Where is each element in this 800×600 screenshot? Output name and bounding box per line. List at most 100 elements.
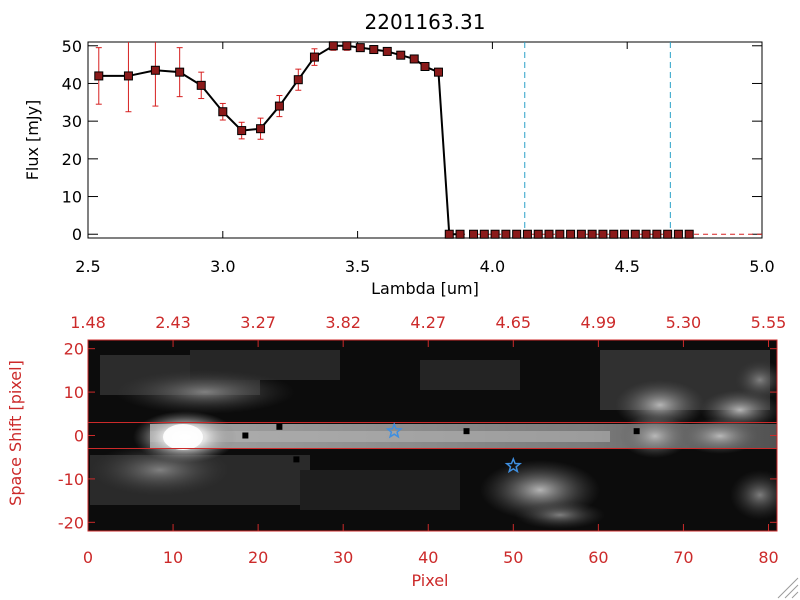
data-point — [196, 80, 206, 90]
wavelength-tick-label: 3.27 — [240, 313, 276, 332]
image-glow — [680, 418, 760, 454]
data-point — [150, 65, 160, 75]
space-shift-tick-label: 20 — [64, 340, 84, 359]
data-point — [663, 229, 673, 239]
y-tick-label: 0 — [72, 225, 82, 244]
dark-pixel-marker — [293, 456, 300, 463]
flux-series — [94, 41, 694, 239]
x-axis-label-lambda: Lambda [um] — [371, 279, 479, 298]
data-point — [455, 229, 465, 239]
data-point — [673, 229, 683, 239]
data-point — [620, 229, 630, 239]
data-point — [522, 229, 532, 239]
top-y-ticks: 0 10 20 30 40 50 — [62, 37, 762, 244]
star-marker-icon — [504, 456, 523, 474]
pixel-tick-label: 50 — [503, 548, 523, 567]
data-point — [598, 229, 608, 239]
data-point — [342, 41, 352, 51]
data-point — [544, 229, 554, 239]
wavelength-tick-label: 4.27 — [410, 313, 446, 332]
pixel-tick-label: 20 — [248, 548, 268, 567]
data-point — [175, 67, 185, 77]
resize-grip-icon[interactable] — [777, 577, 799, 599]
pixel-tick-label: 30 — [333, 548, 353, 567]
data-point — [555, 229, 565, 239]
data-point — [409, 54, 419, 64]
x-tick-label: 2.5 — [75, 257, 100, 276]
data-point — [218, 107, 228, 117]
x-tick-label: 5.0 — [749, 257, 774, 276]
image-glow — [115, 370, 295, 414]
data-point — [293, 75, 303, 85]
y-tick-label: 20 — [62, 150, 82, 169]
spectral-trail-core — [150, 431, 610, 442]
image-glow — [730, 470, 777, 520]
x-tick-label: 3.5 — [345, 257, 370, 276]
image-noise-patch — [300, 470, 460, 510]
pixel-tick-label: 40 — [418, 548, 438, 567]
data-point — [684, 229, 694, 239]
data-point — [630, 229, 640, 239]
data-point — [512, 229, 522, 239]
wavelength-tick-label: 4.65 — [495, 313, 531, 332]
wavelength-tick-label: 3.82 — [325, 313, 361, 332]
wavelength-tick-label: 5.55 — [751, 313, 787, 332]
y-tick-label: 10 — [62, 188, 82, 207]
y-tick-label: 50 — [62, 37, 82, 56]
data-point — [237, 126, 247, 136]
data-point — [566, 229, 576, 239]
pixel-tick-label: 70 — [673, 548, 693, 567]
data-point — [587, 229, 597, 239]
data-point — [576, 229, 586, 239]
data-point — [309, 52, 319, 62]
pixel-tick-label: 10 — [163, 548, 183, 567]
wavelength-tick-label: 5.30 — [666, 313, 702, 332]
data-point — [433, 67, 443, 77]
space-shift-tick-label: 0 — [74, 427, 84, 446]
dark-pixel-marker — [276, 423, 283, 430]
image-overlays — [88, 421, 777, 474]
data-point — [420, 62, 430, 71]
data-point — [256, 124, 266, 134]
data-point — [94, 71, 104, 81]
wavelength-tick-label: 1.48 — [70, 313, 106, 332]
image-glow — [515, 501, 605, 529]
data-point — [641, 229, 651, 239]
pixel-tick-label: 60 — [588, 548, 608, 567]
data-point — [609, 229, 619, 239]
wavelength-guides — [460, 42, 762, 238]
data-point — [396, 50, 406, 60]
x-tick-label: 4.0 — [480, 257, 505, 276]
wavelength-tick-label: 2.43 — [155, 313, 191, 332]
dark-pixel-marker — [242, 432, 249, 439]
data-point — [469, 229, 479, 239]
y-tick-label: 40 — [62, 74, 82, 93]
data-point — [274, 101, 284, 111]
data-point — [355, 43, 365, 53]
image-glow — [620, 414, 690, 458]
image-noise-patch — [420, 360, 520, 390]
data-point — [369, 45, 379, 55]
top-x-ticks: 2.5 3.0 3.5 4.0 4.5 5.0 — [75, 42, 775, 276]
data-point — [501, 229, 511, 239]
data-point — [533, 229, 543, 239]
data-point — [382, 46, 392, 56]
dark-pixel-marker — [463, 428, 470, 435]
image-glow — [735, 360, 777, 400]
spectral-image — [88, 340, 777, 531]
space-shift-tick-label: 10 — [64, 383, 84, 402]
y-axis-label-space-shift: Space Shift [pixel] — [6, 360, 25, 506]
data-point — [652, 229, 662, 239]
y-axis-label-flux: Flux [mJy] — [23, 100, 42, 181]
top-plot-frame — [87, 41, 763, 239]
flux-line — [98, 44, 461, 236]
pixel-tick-label: 0 — [83, 548, 93, 567]
space-shift-ticks: 20 10 0 -10 -20 — [58, 340, 777, 532]
space-shift-tick-label: -20 — [58, 513, 84, 532]
wavelength-ticks-top: 1.48 2.43 3.27 3.82 4.27 4.65 4.99 5.30 5.55 — [70, 313, 786, 347]
dark-pixel-marker — [633, 428, 640, 435]
chart-title: 2201163.31 — [365, 10, 486, 34]
space-shift-tick-label: -10 — [58, 470, 84, 489]
x-tick-label: 4.5 — [614, 257, 639, 276]
